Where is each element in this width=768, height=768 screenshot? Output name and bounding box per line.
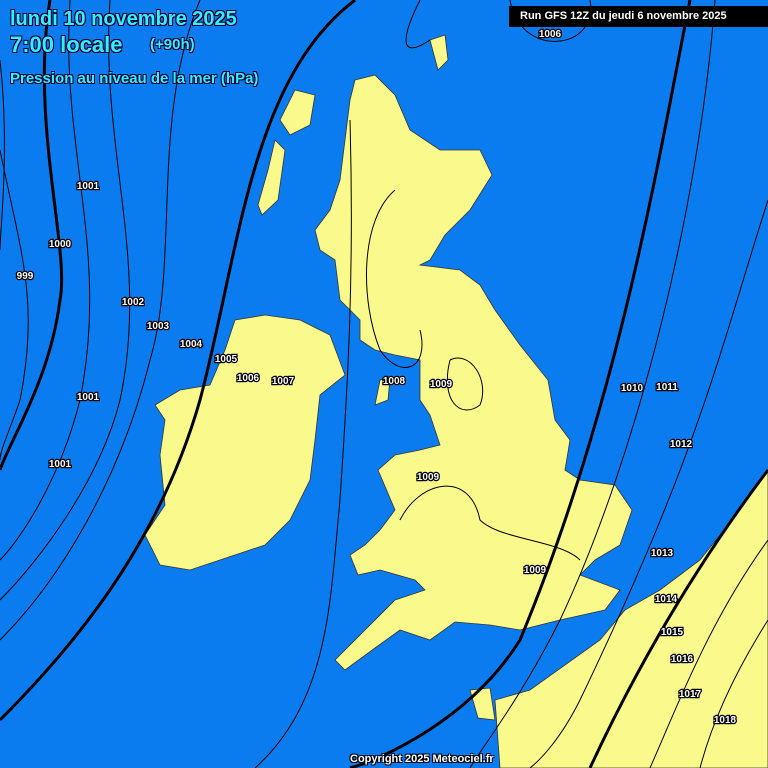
isobar	[349, 0, 692, 768]
isobar-label: 1009	[417, 472, 440, 483]
isobar	[588, 469, 768, 768]
isobar-label: 1005	[215, 354, 238, 365]
isobar	[0, 0, 356, 722]
continent	[494, 469, 768, 768]
isobar-label: 1013	[651, 548, 674, 559]
isobar-label: 1003	[147, 321, 170, 332]
isobar-label: 1011	[656, 382, 678, 393]
isobar	[0, 0, 131, 601]
isobar-label: 1018	[714, 715, 737, 726]
forecast-time: 7:00 locale	[10, 32, 123, 57]
isobar-label: 1014	[655, 594, 678, 605]
isobar-label: 1008	[383, 376, 406, 387]
ireland	[144, 314, 346, 571]
isobar-label: 1001	[77, 392, 100, 403]
isobar-label: 1001	[49, 459, 72, 470]
isobar	[365, 189, 423, 368]
forecast-lead: (+90h)	[150, 36, 195, 53]
isle-of-wight	[469, 687, 496, 721]
isobar	[0, 0, 201, 641]
isobar-label: 1017	[679, 689, 702, 700]
isobar-label: 1016	[671, 654, 694, 665]
isobar	[0, 0, 64, 471]
isobar	[0, 149, 29, 461]
shetland	[429, 34, 449, 71]
run-info: Run GFS 12Z du jeudi 6 novembre 2025	[509, 6, 768, 27]
isobar	[0, 0, 91, 561]
isobar	[0, 59, 5, 251]
isobar-label: 1009	[524, 565, 547, 576]
isobar-labels: 1006 1001 1000 999 1002 1003 1004 1005 1006 1007 1…	[15, 28, 737, 728]
parameter-title: Pression au niveau de la mer (hPa)	[10, 70, 259, 87]
outer-hebrides	[257, 139, 286, 216]
great-britain	[314, 74, 633, 671]
isobar-label: 1002	[122, 297, 145, 308]
forecast-date: lundi 10 novembre 2025	[10, 8, 237, 30]
isobar	[446, 357, 484, 411]
isobar-label: 1007	[272, 376, 295, 387]
isobar-label: 1010	[621, 383, 644, 394]
isobar-label: 1015	[661, 627, 684, 638]
copyright: Copyright 2025 Meteociel.fr	[350, 753, 494, 765]
land	[144, 34, 768, 768]
isle-of-man	[374, 377, 391, 406]
isobar-label: 1012	[670, 439, 693, 450]
isobar	[254, 119, 352, 768]
isobar	[399, 485, 581, 561]
isobar-label: 1006	[539, 29, 562, 40]
isobar-label: 1000	[49, 239, 72, 250]
isobar-label: 1004	[180, 339, 203, 350]
isobar	[469, 0, 716, 768]
isobar	[529, 199, 768, 768]
isobar-label: 999	[17, 271, 34, 282]
skye	[279, 89, 316, 136]
isobar-label: 1006	[237, 373, 260, 384]
isobar	[649, 539, 768, 768]
isobar	[405, 0, 431, 49]
isobar-label: 1009	[430, 379, 453, 390]
isobar	[699, 619, 768, 768]
isobar-label: 1001	[77, 181, 100, 192]
